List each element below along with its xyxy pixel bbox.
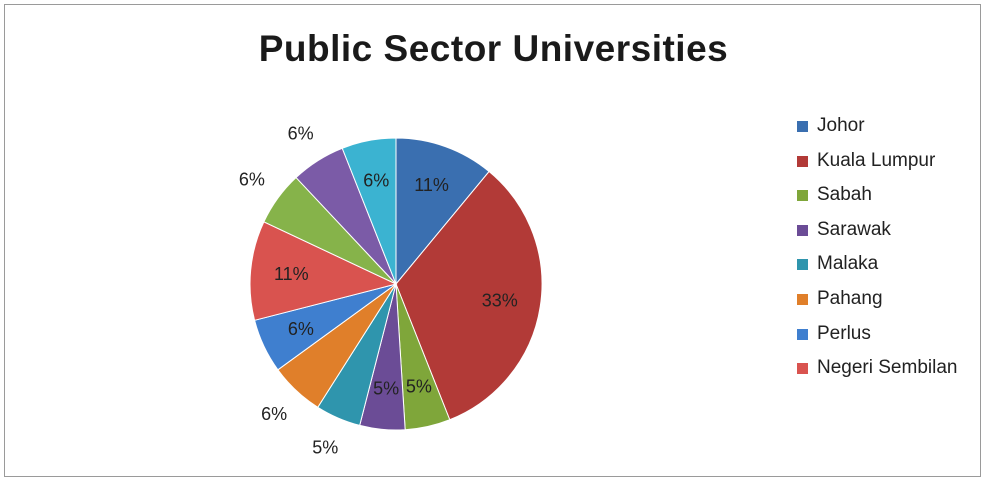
pie-slice-10	[341, 137, 397, 285]
legend-item: Negeri Sembilan	[797, 354, 957, 389]
legend-swatch	[797, 155, 808, 167]
pie-slices	[249, 137, 543, 431]
slice-label-10: 6%	[363, 171, 389, 191]
pie-slice-0	[395, 137, 490, 286]
chart-legend: Johor Kuala Lumpur Sabah Sarawak Malaka Pahan…	[797, 112, 957, 389]
legend-swatch	[797, 190, 808, 202]
legend-item: Kuala Lumpur	[797, 147, 957, 182]
slice-label-8: 6%	[239, 169, 265, 189]
legend-item: Sabah	[797, 181, 957, 216]
slice-label-1: 33%	[482, 290, 518, 310]
legend-label: Perlus	[817, 322, 871, 344]
slice-label-6: 6%	[288, 319, 314, 339]
slice-label-2: 5%	[406, 377, 432, 397]
legend-label: Pahang	[817, 287, 883, 309]
slice-label-4: 5%	[312, 438, 338, 458]
legend-label: Sabah	[817, 184, 872, 206]
slice-label-9: 6%	[288, 124, 314, 144]
pie-slice-1	[395, 170, 543, 421]
legend-item: Malaka	[797, 250, 957, 285]
legend-item: Johor	[797, 112, 957, 147]
legend-swatch	[797, 293, 808, 305]
legend-label: Malaka	[817, 253, 879, 275]
slice-label-5: 6%	[261, 404, 287, 424]
chart-title: Public Sector Universities	[258, 28, 729, 69]
legend-item: Sarawak	[797, 216, 957, 251]
legend-item: Pahang	[797, 285, 957, 320]
slice-label-7: 11%	[274, 264, 309, 284]
legend-item: Perlus	[797, 320, 957, 355]
pie-slice-7	[249, 221, 398, 321]
legend-swatch	[797, 363, 808, 375]
legend-swatch	[797, 121, 808, 132]
legend-swatch	[797, 259, 808, 271]
legend-swatch	[797, 328, 808, 340]
legend-label: Negeri Sembilan	[817, 357, 958, 379]
slice-label-0: 11%	[414, 175, 449, 195]
pie-labels: 11% 33% 5% 5% 5% 6% 6% 11% 6% 6% 6%	[239, 124, 518, 458]
legend-label: Sarawak	[817, 218, 891, 240]
legend-label: Johor	[817, 115, 865, 136]
legend-label: Kuala Lumpur	[817, 149, 936, 171]
slice-label-3: 5%	[373, 379, 399, 399]
legend-swatch	[797, 224, 808, 236]
